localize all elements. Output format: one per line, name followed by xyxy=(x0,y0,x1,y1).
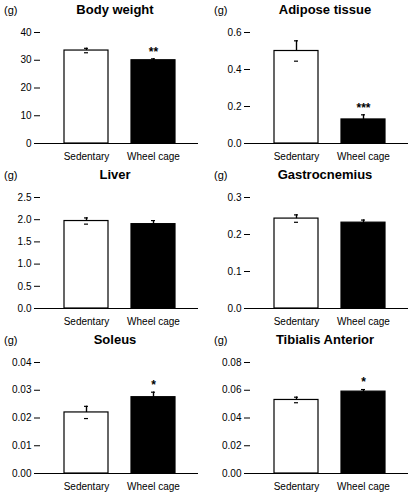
svg-text:Wheel cage: Wheel cage xyxy=(337,481,390,492)
svg-text:Sedentary: Sedentary xyxy=(274,151,320,162)
svg-text:0.02: 0.02 xyxy=(222,440,242,451)
svg-text:2.5: 2.5 xyxy=(18,192,32,203)
svg-text:0.0: 0.0 xyxy=(228,303,242,314)
svg-text:1.5: 1.5 xyxy=(18,236,32,247)
svg-text:Sedentary: Sedentary xyxy=(64,151,110,162)
svg-text:0.04: 0.04 xyxy=(222,412,242,423)
html-text:Gastrocnemius: Gastrocnemius xyxy=(277,167,373,182)
svg-text:0.04: 0.04 xyxy=(12,357,32,368)
svg-text:*: * xyxy=(361,375,366,389)
svg-text:Wheel cage: Wheel cage xyxy=(127,316,180,327)
svg-text:0.0: 0.0 xyxy=(18,303,32,314)
svg-text:Wheel cage: Wheel cage xyxy=(127,151,180,162)
svg-text:10: 10 xyxy=(20,110,32,121)
svg-text:0.00: 0.00 xyxy=(12,468,32,479)
svg-text:20: 20 xyxy=(20,82,32,93)
svg-text:0.3: 0.3 xyxy=(228,192,242,203)
html-text:Tibialis Anterior: Tibialis Anterior xyxy=(275,332,375,347)
svg-text:0.4: 0.4 xyxy=(228,64,242,75)
html-text:Body weight: Body weight xyxy=(76,2,154,17)
html-text:Adipose tissue: Adipose tissue xyxy=(278,2,372,17)
svg-text:Sedentary: Sedentary xyxy=(274,481,320,492)
html-text:(g): (g) xyxy=(4,4,18,16)
svg-text:0.6: 0.6 xyxy=(228,27,242,38)
svg-text:0.02: 0.02 xyxy=(12,412,32,423)
svg-text:0: 0 xyxy=(26,138,32,149)
html-text:(g): (g) xyxy=(214,4,228,16)
html-text:(g): (g) xyxy=(214,334,228,346)
svg-text:0.08: 0.08 xyxy=(222,357,242,368)
svg-text:Wheel cage: Wheel cage xyxy=(127,481,180,492)
svg-text:0.01: 0.01 xyxy=(12,440,32,451)
svg-text:30: 30 xyxy=(20,54,32,65)
svg-text:*: * xyxy=(151,378,156,392)
html-text:(g): (g) xyxy=(214,169,228,181)
svg-text:0.0: 0.0 xyxy=(228,138,242,149)
svg-text:0.06: 0.06 xyxy=(222,384,242,395)
html-text:(g): (g) xyxy=(4,334,18,346)
svg-text:1.0: 1.0 xyxy=(18,258,32,269)
svg-text:Sedentary: Sedentary xyxy=(274,316,320,327)
html-text:Soleus: Soleus xyxy=(93,332,137,347)
svg-text:40: 40 xyxy=(20,27,32,38)
svg-text:**: ** xyxy=(149,45,159,59)
svg-text:0.00: 0.00 xyxy=(222,468,242,479)
svg-text:0.1: 0.1 xyxy=(228,266,242,277)
html-text:Liver: Liver xyxy=(99,167,131,182)
svg-text:0.5: 0.5 xyxy=(18,281,32,292)
svg-text:Sedentary: Sedentary xyxy=(64,481,110,492)
svg-text:0.2: 0.2 xyxy=(228,101,242,112)
svg-text:***: *** xyxy=(356,101,370,115)
svg-text:0.2: 0.2 xyxy=(228,229,242,240)
svg-text:Sedentary: Sedentary xyxy=(64,316,110,327)
svg-text:2.0: 2.0 xyxy=(18,214,32,225)
svg-text:0.03: 0.03 xyxy=(12,384,32,395)
svg-text:Wheel cage: Wheel cage xyxy=(337,316,390,327)
html-text:(g): (g) xyxy=(4,169,18,181)
svg-text:Wheel cage: Wheel cage xyxy=(337,151,390,162)
